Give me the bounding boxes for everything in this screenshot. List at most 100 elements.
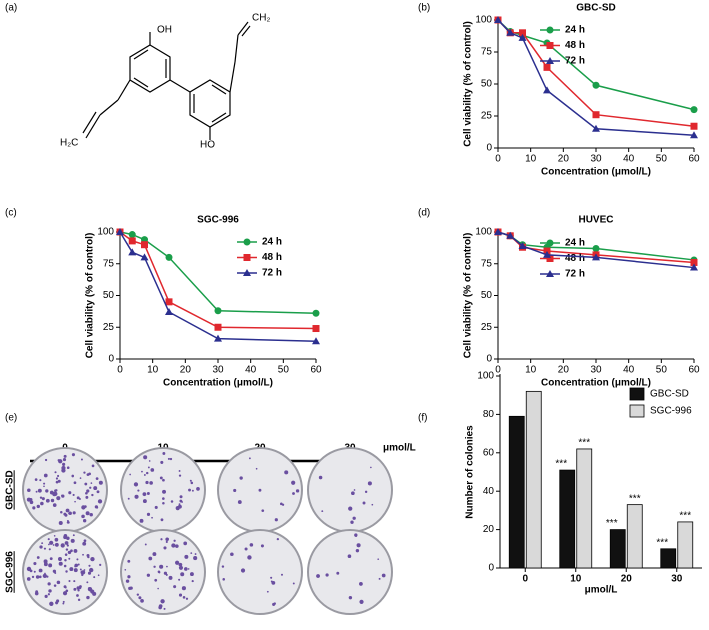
colony <box>142 492 147 497</box>
colony <box>76 558 79 561</box>
marker <box>546 42 554 49</box>
x-tick-label: 0 <box>117 365 123 376</box>
marker <box>506 28 515 36</box>
colony <box>162 502 165 505</box>
colony <box>184 554 189 559</box>
bar <box>508 415 525 569</box>
colony <box>79 585 82 588</box>
plate <box>22 529 108 615</box>
colony <box>72 493 75 497</box>
colony <box>33 570 36 573</box>
colony <box>182 596 186 599</box>
colony <box>178 474 182 477</box>
colony <box>347 554 352 559</box>
colony <box>55 480 59 484</box>
marker <box>546 255 554 262</box>
colony <box>316 574 320 578</box>
colony <box>73 587 77 591</box>
marker <box>546 26 554 34</box>
colony <box>35 575 40 579</box>
colony <box>160 518 164 522</box>
colony <box>54 489 57 493</box>
y-tick-label: 0 <box>488 563 494 574</box>
colony <box>64 541 69 545</box>
x-tick-label: 40 <box>623 154 635 165</box>
colony <box>160 460 164 464</box>
x-tick-label: 50 <box>656 365 668 376</box>
x-tick-label: 10 <box>570 574 582 585</box>
colony <box>83 569 86 571</box>
colony <box>73 580 76 583</box>
marker <box>543 63 551 71</box>
colony <box>170 500 174 503</box>
colony <box>147 466 150 469</box>
colony <box>77 589 80 592</box>
colony <box>56 580 61 585</box>
colony <box>39 496 43 499</box>
colony <box>274 518 278 522</box>
colony <box>249 543 254 547</box>
colony <box>381 573 386 578</box>
colony <box>178 593 183 597</box>
colony <box>166 537 169 540</box>
colony <box>62 462 66 466</box>
plate <box>307 447 393 533</box>
colony <box>271 581 276 585</box>
significance: *** <box>679 511 691 522</box>
colony <box>158 571 161 574</box>
colony <box>356 543 361 548</box>
colony <box>261 509 265 513</box>
colony <box>52 544 55 546</box>
colony <box>89 512 93 517</box>
y-tick-label: 100 <box>97 227 114 238</box>
colony <box>336 571 340 575</box>
colony <box>175 506 180 511</box>
colony <box>58 459 63 464</box>
significance: *** <box>555 459 567 470</box>
x-tick-label: 60 <box>310 365 322 376</box>
x-tick-label: 0 <box>522 574 528 585</box>
colony <box>39 545 43 549</box>
colony <box>43 482 46 485</box>
structure <box>82 21 251 140</box>
colony <box>272 602 276 606</box>
colony <box>194 553 197 555</box>
panel-label: (b) <box>418 3 430 14</box>
marker <box>543 86 551 94</box>
marker <box>546 57 554 64</box>
colony <box>86 595 90 600</box>
y-tick-label: 0 <box>108 354 114 365</box>
colony <box>193 556 198 561</box>
x-tick-label: 40 <box>245 365 257 376</box>
colony <box>144 543 147 546</box>
colony <box>80 570 86 575</box>
marker <box>518 33 527 41</box>
chart-title: GBC-SD <box>576 3 615 14</box>
x-axis-label: Concentration (μmol/L) <box>541 378 651 389</box>
y-tick-label: 25 <box>481 322 493 333</box>
chart-title: SGC-996 <box>197 215 239 226</box>
colony <box>88 472 91 476</box>
colony <box>191 489 194 492</box>
colony <box>359 599 364 604</box>
colony <box>191 579 194 583</box>
colony <box>178 503 181 506</box>
x-tick-label: 20 <box>621 574 633 585</box>
y-tick-label: 25 <box>103 322 115 333</box>
y-tick-label: 100 <box>477 371 494 382</box>
colony <box>73 549 78 553</box>
marker <box>592 253 600 261</box>
colony <box>244 547 248 551</box>
colony <box>189 572 194 577</box>
colony <box>127 497 130 500</box>
significance: *** <box>656 537 668 548</box>
colony <box>79 477 82 479</box>
colony <box>124 568 127 571</box>
colony <box>140 598 144 603</box>
colony <box>89 567 94 573</box>
colony <box>61 465 66 471</box>
marker <box>592 111 600 119</box>
legend-label: 48 h <box>565 40 585 51</box>
colony <box>159 564 164 569</box>
bar <box>609 529 626 569</box>
